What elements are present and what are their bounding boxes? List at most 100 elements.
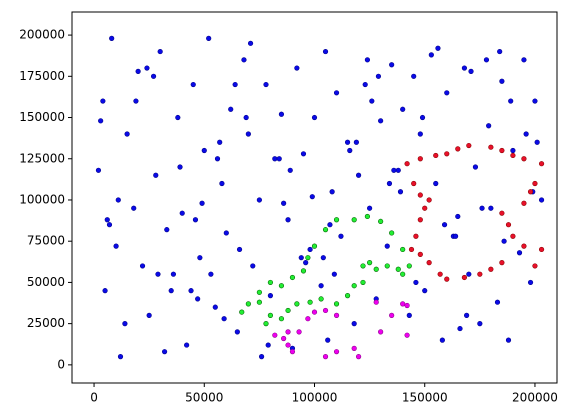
point (404, 302, 410, 309)
point (300, 268, 307, 274)
point (144, 65, 150, 71)
point (199, 200, 205, 206)
point (417, 217, 423, 223)
point (477, 321, 483, 327)
point (272, 156, 278, 162)
point (219, 180, 225, 187)
point (331, 271, 337, 277)
point (455, 213, 461, 220)
point (400, 271, 406, 277)
point (419, 114, 426, 121)
point (329, 189, 335, 195)
point (206, 35, 212, 41)
point (109, 35, 115, 41)
point (501, 238, 507, 244)
point (397, 189, 404, 195)
point (333, 217, 340, 223)
point (344, 139, 351, 145)
point (344, 293, 351, 299)
point (298, 255, 304, 261)
point (364, 57, 371, 63)
point (236, 246, 243, 253)
point (281, 335, 287, 342)
point (265, 342, 271, 348)
point (367, 205, 373, 211)
point (461, 274, 468, 281)
point (322, 354, 329, 360)
point (122, 321, 128, 327)
point (510, 147, 516, 154)
point (391, 167, 397, 173)
point (351, 321, 357, 327)
point (263, 321, 269, 327)
point (360, 263, 366, 269)
point (256, 289, 262, 295)
point (289, 349, 296, 355)
point (333, 90, 340, 96)
point (192, 217, 199, 223)
point (278, 111, 285, 117)
point (311, 114, 318, 121)
point (135, 68, 141, 74)
x-tick-label: 200000 (512, 391, 558, 405)
point (426, 197, 432, 203)
point (353, 139, 359, 145)
point (228, 106, 234, 112)
point (499, 78, 505, 84)
point (488, 205, 494, 211)
point (400, 301, 406, 307)
point (294, 301, 300, 307)
point (532, 180, 538, 187)
point (400, 246, 406, 253)
point (435, 45, 441, 51)
point (195, 296, 201, 302)
point (325, 337, 331, 343)
point (296, 329, 302, 335)
point (243, 114, 249, 121)
point (115, 197, 121, 203)
plot-frame (71, 11, 558, 384)
point (311, 243, 318, 249)
point (263, 81, 269, 88)
point (428, 52, 434, 58)
point (272, 332, 278, 338)
point (256, 197, 262, 203)
point (155, 271, 161, 277)
y-tick-label: 200000 (19, 28, 65, 42)
point (408, 246, 415, 253)
y-tick-label: 125000 (19, 151, 65, 165)
point (411, 180, 417, 187)
point (333, 312, 340, 318)
point (258, 354, 265, 360)
point (305, 316, 311, 322)
point (267, 279, 274, 286)
point (505, 222, 512, 228)
point (150, 73, 157, 79)
point (433, 180, 439, 187)
point (532, 98, 538, 104)
point (384, 243, 390, 249)
point (117, 354, 124, 360)
point (351, 345, 357, 351)
point (320, 255, 326, 261)
point (175, 114, 181, 121)
point (466, 142, 472, 149)
point (267, 312, 274, 318)
point (444, 151, 450, 157)
point (232, 81, 238, 88)
point (532, 263, 538, 269)
point (170, 271, 177, 277)
point (285, 217, 291, 223)
point (223, 230, 229, 236)
point (494, 299, 501, 305)
point (488, 144, 494, 150)
x-tick-label: 50000 (185, 391, 223, 405)
point (305, 255, 311, 261)
point (422, 288, 428, 294)
point (217, 139, 223, 145)
point (307, 246, 313, 253)
point (455, 146, 461, 152)
point (133, 98, 139, 104)
point (177, 164, 183, 170)
point (411, 73, 417, 79)
